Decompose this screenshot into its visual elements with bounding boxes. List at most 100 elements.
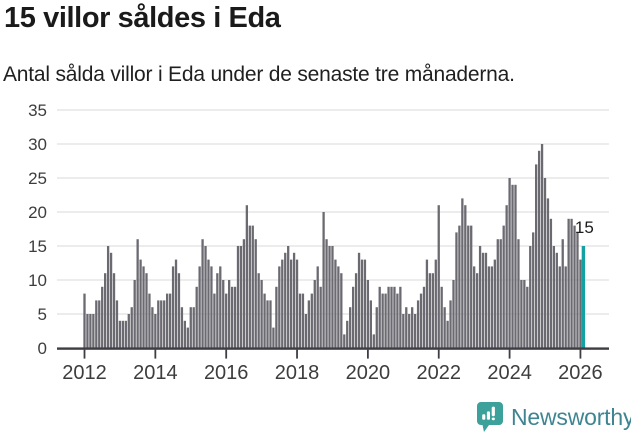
bar: [248, 225, 251, 348]
bar: [487, 266, 491, 348]
bar: [567, 218, 570, 348]
bar: [431, 273, 434, 348]
y-tick-label: 25: [28, 169, 47, 188]
bar: [543, 178, 547, 348]
bar: [511, 184, 514, 348]
bar: [529, 246, 532, 348]
bar: [222, 280, 225, 348]
bar: [127, 314, 130, 348]
x-axis-line: [57, 347, 609, 350]
bar: [467, 225, 470, 348]
bar: [189, 307, 192, 348]
bar: [343, 334, 346, 348]
bar: [517, 239, 520, 348]
bar: [233, 286, 237, 348]
bar: [236, 246, 240, 348]
bar: [413, 314, 417, 348]
bar: [363, 259, 367, 348]
bar: [490, 266, 494, 348]
bar: [440, 286, 443, 348]
bar: [369, 300, 372, 348]
bar: [269, 300, 272, 348]
bar: [104, 273, 107, 348]
bar: [213, 293, 216, 348]
newsworthy-logo[interactable]: Newsworthy: [476, 401, 631, 433]
bar: [239, 246, 243, 348]
bar: [325, 239, 328, 348]
bar: [561, 239, 564, 348]
bar: [428, 273, 432, 348]
bar: [284, 252, 287, 348]
bar: [558, 266, 561, 348]
bar: [154, 314, 157, 348]
mini-bar-2: [486, 411, 490, 420]
x-tick: [437, 349, 440, 359]
chart-subtitle: Antal sålda villor i Eda under de senast…: [3, 63, 515, 86]
x-tick: [508, 349, 511, 359]
bar: [186, 327, 189, 348]
bar: [475, 273, 479, 348]
bar: [505, 205, 508, 348]
y-tick-label: 0: [38, 339, 47, 358]
brand-name: Newsworthy: [511, 403, 631, 430]
bar: [98, 300, 101, 348]
bar: [201, 239, 204, 348]
bar: [493, 259, 496, 348]
y-tick-label: 5: [38, 305, 47, 324]
bar: [464, 205, 467, 348]
bar: [304, 314, 308, 348]
bar: [301, 293, 305, 348]
bar: [230, 286, 234, 348]
bar: [168, 293, 172, 348]
bar: [307, 300, 310, 348]
bar: [118, 320, 122, 348]
x-tick-label: 2020: [346, 362, 391, 384]
bar: [322, 212, 325, 348]
bar: [115, 300, 119, 348]
bar: [281, 259, 284, 348]
bar: [151, 307, 154, 348]
bar: [481, 252, 485, 348]
bar: [272, 327, 275, 348]
bar: [174, 259, 178, 348]
bar: [576, 232, 579, 348]
bar: [183, 320, 187, 348]
bar: [455, 232, 458, 348]
bar: [452, 280, 455, 348]
y-tick-label: 20: [28, 203, 47, 222]
bar: [393, 286, 396, 348]
bar: [148, 293, 151, 348]
x-tick: [225, 349, 228, 359]
bar: [109, 252, 113, 348]
x-tick-label: 2022: [416, 362, 461, 384]
bar: [579, 259, 582, 348]
bar: [372, 334, 375, 348]
bar: [446, 320, 449, 348]
bar: [366, 280, 370, 348]
bar: [502, 225, 505, 348]
bar: [289, 259, 293, 348]
bar: [408, 314, 411, 348]
bar: [508, 178, 511, 348]
bar: [360, 259, 364, 348]
bar: [136, 239, 139, 348]
bar: [254, 239, 257, 348]
bar: [449, 300, 452, 348]
newsworthy-logo-icon: [476, 401, 505, 433]
bar: [133, 280, 136, 348]
x-tick-label: 2026: [558, 362, 603, 384]
bar: [496, 239, 499, 348]
bar: [121, 320, 125, 348]
bar: [95, 300, 98, 348]
y-tick-label: 10: [28, 271, 47, 290]
bar: [484, 252, 488, 348]
bar: [405, 307, 408, 348]
bar: [83, 293, 86, 348]
bar: [564, 266, 567, 348]
bar: [278, 266, 281, 348]
bar: [390, 286, 393, 348]
bar: [526, 286, 529, 348]
bar: [216, 273, 219, 348]
bar: [257, 273, 260, 348]
